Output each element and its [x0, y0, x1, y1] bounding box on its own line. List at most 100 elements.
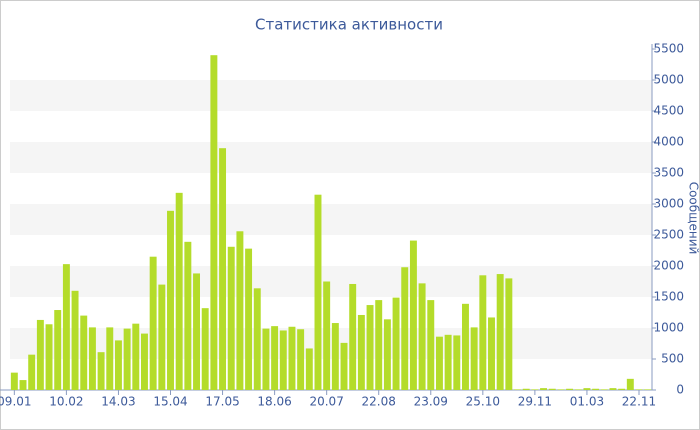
y-tick-label: 4500: [653, 104, 684, 118]
bar: [644, 389, 652, 390]
x-tick-label: 18.06: [257, 395, 291, 409]
bar: [462, 303, 469, 390]
bar: [566, 388, 574, 390]
bar: [375, 300, 383, 390]
x-tick-label: 09.01: [0, 395, 32, 409]
bar: [488, 317, 495, 390]
bar: [340, 342, 348, 390]
x-tick-label: 29.11: [518, 395, 552, 409]
bar: [331, 323, 339, 390]
x-tick-label: 25.10: [466, 395, 500, 409]
bar: [635, 389, 643, 390]
bar: [453, 335, 461, 390]
bar: [158, 284, 166, 390]
bar: [54, 310, 62, 390]
x-tick-label: 22.08: [362, 395, 396, 409]
bar: [305, 348, 313, 390]
bar: [592, 388, 600, 390]
bar: [19, 380, 27, 390]
bar: [28, 354, 36, 390]
bar: [167, 210, 174, 390]
bar: [444, 334, 452, 390]
x-tick-label: 10.02: [49, 395, 83, 409]
grid-band: [10, 142, 652, 173]
bar: [262, 328, 270, 390]
y-tick-label: 0: [676, 383, 684, 397]
bar: [271, 326, 279, 390]
bar: [97, 352, 105, 390]
bar: [600, 389, 608, 390]
bar: [227, 246, 235, 390]
bar: [401, 267, 409, 390]
bar: [357, 314, 365, 390]
bar: [618, 388, 626, 390]
y-tick-label: 4000: [653, 135, 684, 149]
bar: [114, 340, 122, 390]
bar: [392, 297, 400, 390]
bar: [297, 329, 305, 390]
x-tick-label: 15.04: [153, 395, 187, 409]
bar: [418, 283, 426, 390]
x-tick-label: 20.07: [309, 395, 343, 409]
bar: [201, 308, 209, 390]
bar: [10, 372, 18, 390]
bar: [522, 388, 530, 390]
grid-band: [10, 266, 652, 297]
bar: [45, 324, 53, 390]
x-tick-label: 01.03: [570, 395, 604, 409]
bar: [609, 388, 617, 390]
bar: [383, 319, 391, 390]
y-tick-label: 500: [661, 352, 684, 366]
bar: [626, 378, 634, 390]
bar: [123, 328, 131, 390]
bar: [531, 389, 539, 390]
bar: [193, 273, 200, 390]
bar: [314, 194, 322, 390]
bar: [88, 327, 96, 390]
y-tick-label: 3000: [653, 197, 684, 211]
bar: [36, 319, 44, 390]
bar: [106, 327, 114, 390]
bar: [496, 274, 504, 390]
y-tick-label: 5000: [653, 73, 684, 87]
bar: [210, 55, 218, 390]
bar: [557, 389, 565, 390]
bar: [175, 192, 183, 390]
bar: [435, 336, 443, 390]
bar: [583, 388, 591, 390]
bar: [141, 333, 148, 390]
x-tick-label: 14.03: [101, 395, 135, 409]
x-tick-label: 17.05: [205, 395, 239, 409]
bar: [132, 323, 140, 390]
grid-band: [10, 204, 652, 235]
y-tick-label: 3500: [653, 166, 684, 180]
bar: [540, 388, 548, 390]
bar: [80, 315, 88, 390]
x-tick-label: 23.09: [414, 395, 448, 409]
bar: [71, 290, 79, 390]
bar: [184, 241, 192, 390]
bar: [479, 275, 487, 390]
y-tick-label: 2500: [653, 228, 684, 242]
bar: [288, 326, 296, 390]
bar: [505, 278, 513, 390]
bar: [427, 300, 435, 390]
bar: [62, 264, 70, 390]
bar: [366, 305, 374, 390]
y-tick-label: 1500: [653, 290, 684, 304]
y-tick-label: 2000: [653, 259, 684, 273]
y-tick-label: 1000: [653, 321, 684, 335]
y-axis-label: Сообщений: [687, 182, 700, 255]
grid-band: [10, 80, 652, 111]
bar: [514, 389, 521, 390]
bar: [548, 388, 556, 390]
bar: [253, 288, 261, 390]
bar: [279, 330, 287, 390]
bar: [409, 240, 417, 390]
bar: [323, 281, 331, 390]
chart-title: Статистика активности: [255, 16, 443, 34]
y-tick-label: 5500: [653, 42, 684, 56]
bar: [349, 283, 357, 390]
bar: [470, 327, 478, 390]
